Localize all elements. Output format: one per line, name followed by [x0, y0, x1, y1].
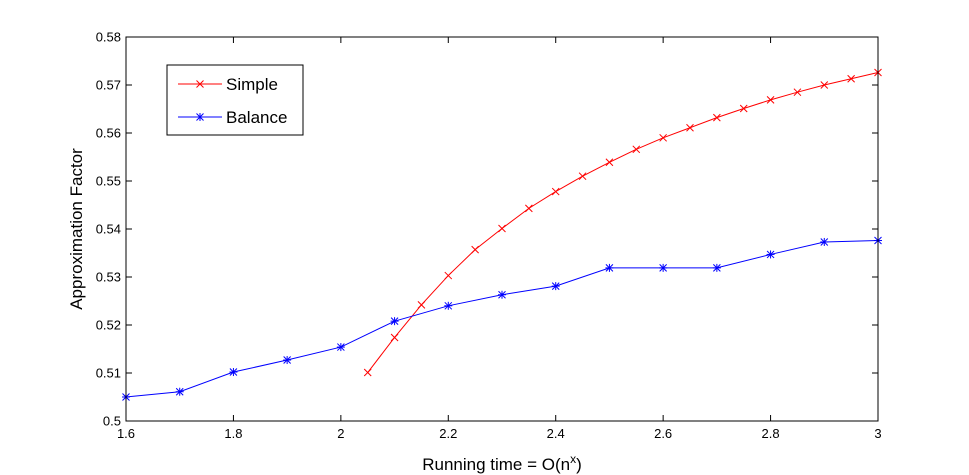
series-simple: [363, 68, 882, 377]
data-point: [847, 74, 855, 83]
y-tick-label: 0.56: [96, 126, 121, 141]
y-tick-label: 0.55: [96, 174, 121, 189]
data-point: [175, 387, 184, 396]
data-point: [196, 113, 204, 121]
data-point: [766, 96, 775, 104]
x-tick-label: 2.8: [762, 426, 780, 441]
y-tick-label: 0.52: [96, 318, 121, 333]
data-point: [659, 133, 667, 142]
data-point: [820, 237, 829, 246]
data-point: [820, 81, 829, 89]
tick-labels: 1.6 1.8 2 2.2 2.4 2.6 2.8 3 0.5 0.51 0.52 0.53 0.54 0…: [96, 30, 882, 442]
data-point: [444, 271, 453, 280]
y-axis-label: Approximation Factor: [67, 148, 86, 310]
data-point: [444, 301, 453, 310]
data-point: [578, 172, 587, 181]
series-line: [367, 72, 879, 373]
data-point: [363, 368, 372, 377]
data-point: [417, 300, 426, 309]
data-point: [605, 263, 614, 272]
data-point: [605, 158, 614, 167]
data-point: [229, 368, 238, 377]
y-tick-label: 0.51: [96, 366, 121, 381]
data-point: [739, 104, 748, 113]
x-tick-label: 1.8: [224, 426, 242, 441]
y-tick-label: 0.57: [96, 78, 121, 93]
data-point: [283, 356, 292, 365]
data-point: [471, 245, 479, 254]
data-point: [632, 145, 641, 154]
data-point: [390, 317, 399, 326]
x-tick-label: 2.2: [439, 426, 457, 441]
x-tick-label: 3: [874, 426, 881, 441]
legend-box: [166, 64, 304, 136]
data-point: [766, 250, 775, 259]
data-point: [793, 88, 802, 97]
data-point: [686, 123, 694, 132]
legend-label: Balance: [226, 108, 287, 127]
x-tick-label: 2.6: [654, 426, 672, 441]
legend-label: Simple: [226, 75, 278, 94]
data-point: [336, 343, 345, 352]
x-tick-label: 2.4: [547, 426, 565, 441]
legend-item-simple: Simple: [178, 75, 278, 94]
legend: Simple Balance: [166, 64, 304, 136]
x-tick-label: 1.6: [117, 426, 135, 441]
series-balance: [122, 236, 882, 401]
series-layer: [122, 68, 882, 401]
plot-frame: [125, 36, 879, 422]
data-point: [525, 204, 533, 213]
data-point: [498, 290, 506, 299]
data-point: [390, 333, 399, 342]
data-point: [551, 282, 560, 291]
data-point: [659, 263, 668, 272]
data-point: [498, 224, 506, 233]
data-point: [551, 187, 560, 196]
x-axis-label: Running time = O(nx): [422, 452, 582, 474]
y-tick-label: 0.54: [96, 222, 121, 237]
data-point: [713, 113, 721, 122]
y-tick-label: 0.53: [96, 270, 121, 285]
data-point: [712, 263, 721, 272]
y-tick-label: 0.5: [103, 414, 121, 429]
x-axis-label-superscript: x: [570, 452, 576, 466]
data-point: [196, 80, 204, 88]
y-tick-label: 0.58: [96, 30, 121, 45]
legend-item-balance: Balance: [178, 108, 287, 127]
x-tick-label: 2: [337, 426, 344, 441]
